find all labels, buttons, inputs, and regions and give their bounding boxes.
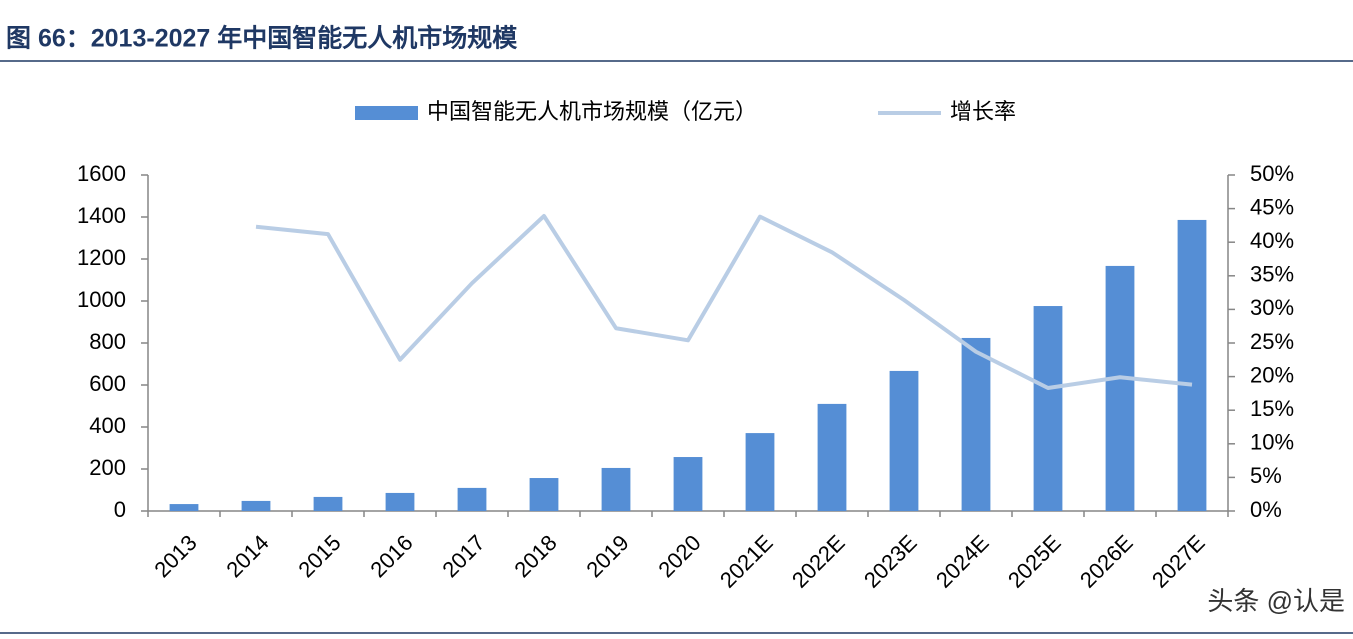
bar (601, 467, 631, 511)
y-tick-label: 600 (89, 371, 126, 396)
x-tick-label: 2017 (437, 530, 489, 582)
x-tick-label: 2019 (581, 530, 633, 582)
y2-tick-label: 45% (1250, 194, 1294, 219)
x-tick-label: 2023E (859, 530, 922, 593)
bar (817, 403, 847, 511)
y-tick-label: 1600 (77, 161, 126, 186)
bar (385, 492, 415, 511)
legend-label: 中国智能无人机市场规模（亿元） (427, 99, 757, 124)
y2-tick-label: 25% (1250, 329, 1294, 354)
y2-tick-label: 30% (1250, 295, 1294, 320)
y-tick-label: 1400 (77, 203, 126, 228)
x-tick-label: 2013 (149, 530, 201, 582)
x-tick-label: 2014 (221, 530, 273, 582)
bar (961, 337, 991, 511)
y2-tick-label: 0% (1250, 497, 1282, 522)
chart-title: 图 66：2013-2027 年中国智能无人机市场规模 (6, 24, 518, 53)
x-tick-label: 2022E (787, 530, 850, 593)
x-tick-label: 2018 (509, 530, 561, 582)
bar (1177, 219, 1207, 511)
bar (673, 457, 703, 511)
y2-tick-label: 35% (1250, 262, 1294, 287)
legend-swatch (355, 106, 418, 120)
legend-label: 增长率 (950, 99, 1016, 124)
y2-tick-label: 50% (1250, 161, 1294, 186)
y-tick-label: 200 (89, 455, 126, 480)
bar (313, 496, 343, 511)
bar (529, 478, 559, 511)
y2-tick-label: 40% (1250, 228, 1294, 253)
y2-tick-label: 15% (1250, 396, 1294, 421)
x-tick-label: 2021E (715, 530, 778, 593)
y-tick-label: 1200 (77, 245, 126, 270)
x-tick-label: 2015 (293, 530, 345, 582)
growth-line (255, 213, 1193, 391)
bar (241, 500, 271, 511)
x-tick-label: 2016 (365, 530, 417, 582)
x-tick-label: 2026E (1075, 530, 1138, 593)
y-tick-label: 1000 (77, 287, 126, 312)
y2-tick-label: 5% (1250, 463, 1282, 488)
bar (1105, 265, 1135, 511)
x-tick-label: 2025E (1003, 530, 1066, 593)
x-tick-label: 2024E (931, 530, 994, 593)
bar (169, 504, 199, 511)
y2-tick-label: 20% (1250, 362, 1294, 387)
bar (457, 487, 487, 511)
x-tick-label: 2027E (1147, 530, 1210, 593)
y2-tick-label: 10% (1250, 430, 1294, 455)
x-tick-label: 2020 (653, 530, 705, 582)
bar (745, 433, 775, 511)
bar (889, 370, 919, 511)
y-tick-label: 800 (89, 329, 126, 354)
y-tick-label: 400 (89, 413, 126, 438)
bar (1033, 306, 1063, 511)
y-tick-label: 0 (114, 497, 126, 522)
watermark: 头条 @认是 (1207, 586, 1345, 616)
